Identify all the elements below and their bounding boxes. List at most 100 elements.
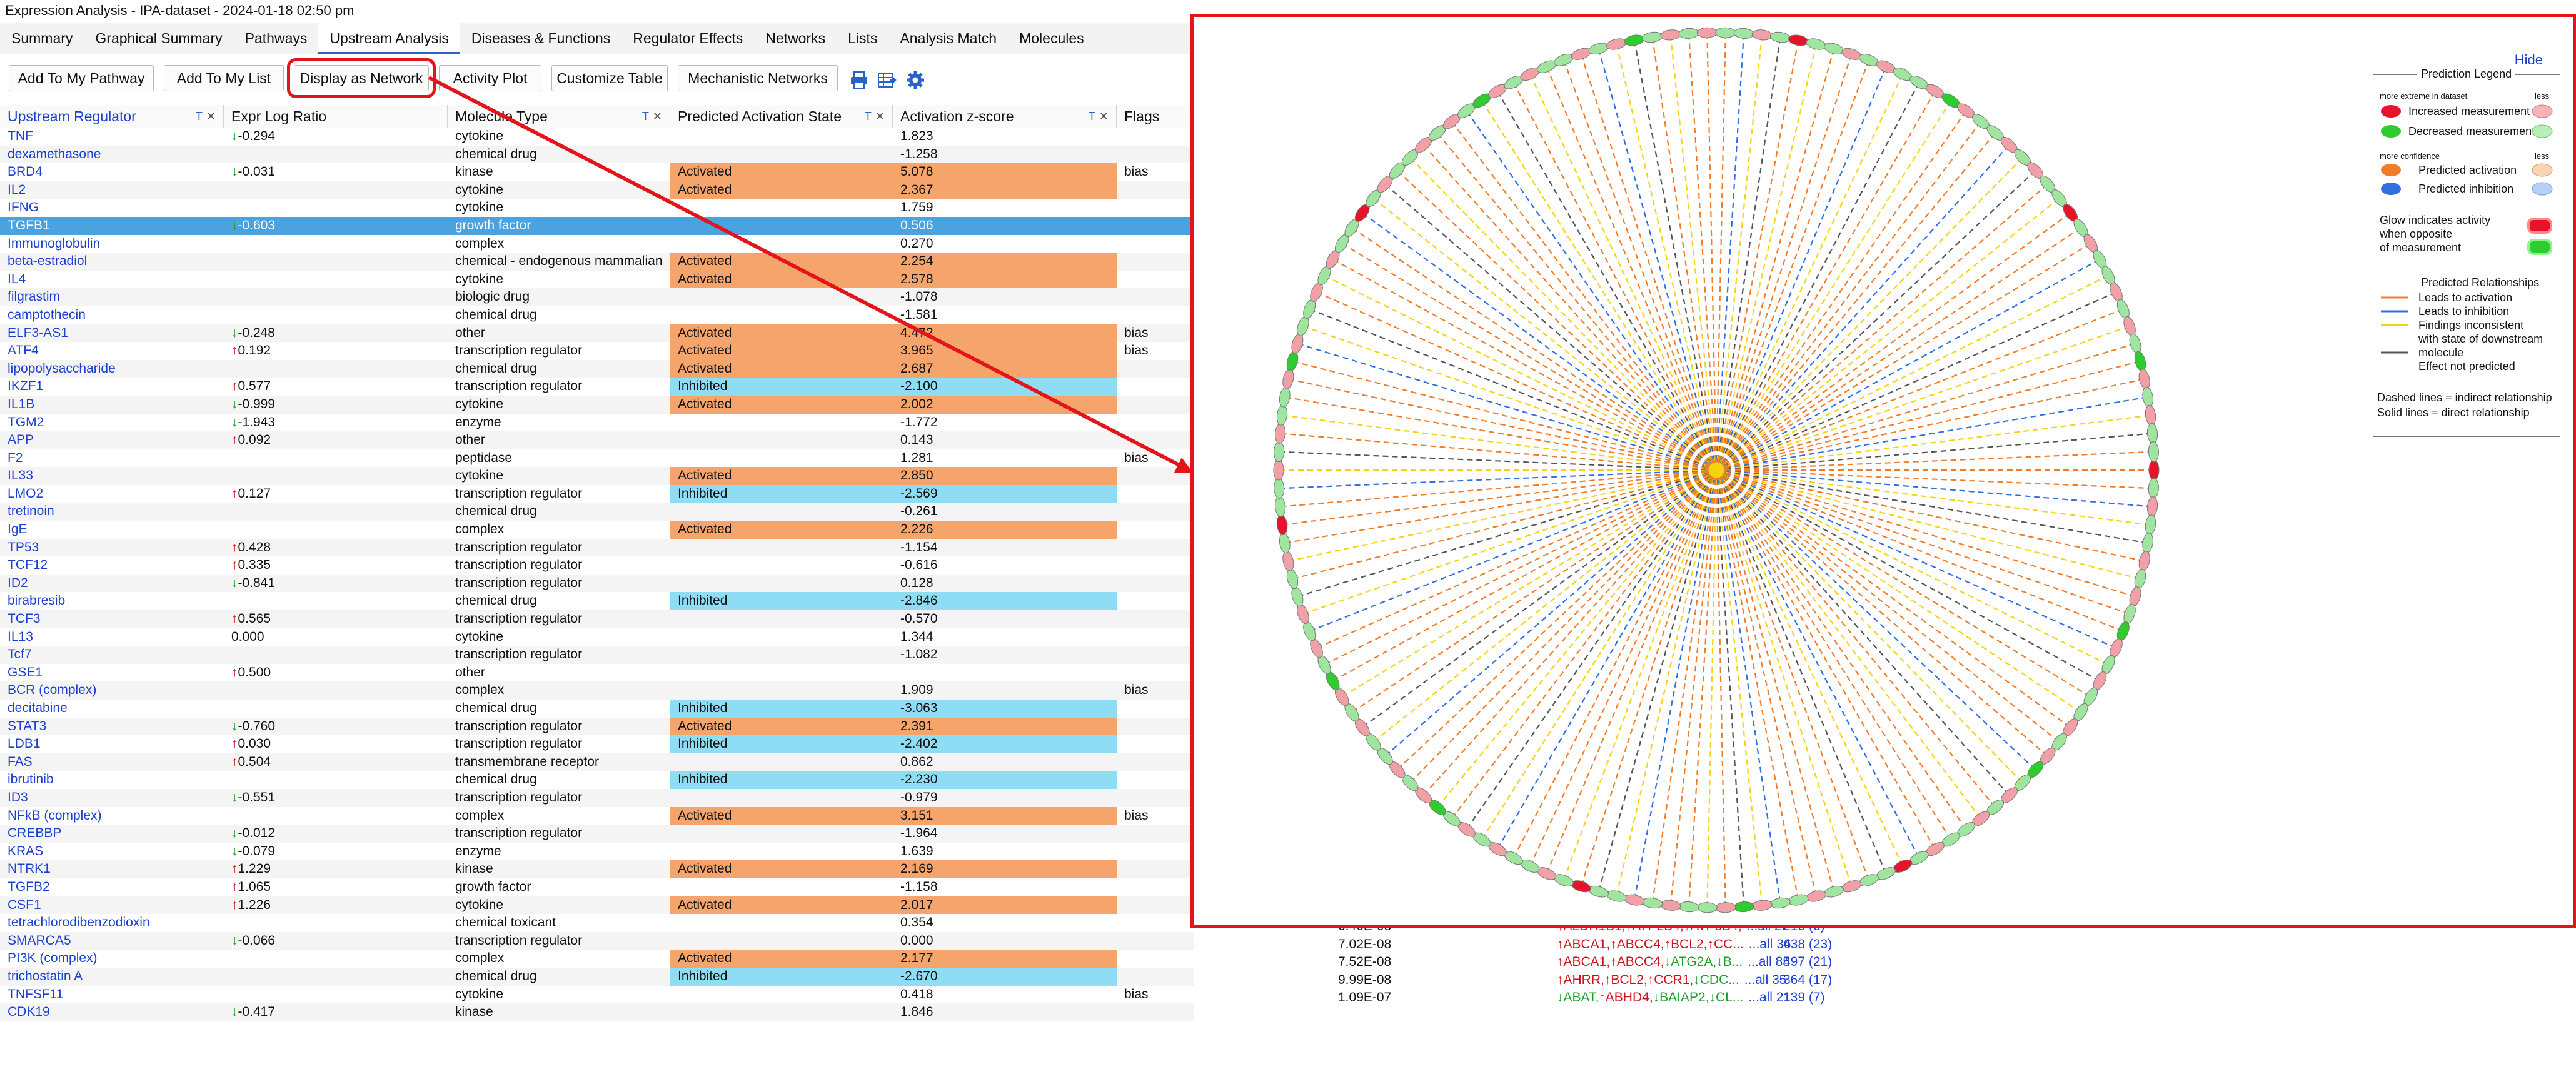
network-target-node[interactable]	[2141, 533, 2155, 554]
network-target-node[interactable]	[1285, 350, 1299, 372]
regulator-name-link[interactable]: decitabine	[8, 701, 68, 715]
activity-plot-button[interactable]: Activity Plot	[439, 65, 541, 91]
target-molecule[interactable]: ABCC4,	[1616, 955, 1664, 970]
regulator-name-link[interactable]: IL13	[8, 629, 33, 644]
table-row[interactable]: TP53 ↑0.428 transcription regulator -1.154	[0, 538, 1194, 557]
regulator-name-link[interactable]: FAS	[8, 754, 33, 769]
network-target-node[interactable]	[2148, 478, 2159, 499]
table-row[interactable]: SMARCA5 ↓-0.066 transcription regulator 0.0…	[0, 931, 1194, 950]
regulator-name-link[interactable]: TNF	[8, 129, 33, 143]
table-row[interactable]: NFkB (complex) complex Activated 3.151 bias	[0, 806, 1194, 825]
network-target-node[interactable]	[1715, 902, 1736, 913]
table-row[interactable]: IL1B ↓-0.999 cytokine Activated 2.002	[0, 395, 1194, 414]
column-filter-icon[interactable]: T✕	[195, 110, 219, 123]
all-molecules-link[interactable]: ...all 35	[1744, 972, 1787, 987]
all-molecules-link[interactable]: ...all 21	[1748, 990, 1791, 1005]
network-target-node[interactable]	[1660, 900, 1681, 911]
col-predicted-activation-state[interactable]: Predicted Activation State T✕	[670, 105, 893, 128]
table-row[interactable]: CDK19 ↓-0.417 kinase 1.846	[0, 1003, 1194, 1021]
regulator-name-link[interactable]: BRD4	[8, 164, 43, 179]
regulator-name-link[interactable]: Immunoglobulin	[8, 236, 101, 251]
network-target-node[interactable]	[2138, 550, 2151, 572]
network-target-node[interactable]	[2148, 441, 2159, 463]
regulator-name-link[interactable]: dexamethasone	[8, 146, 101, 161]
regulator-name-link[interactable]: BCR (complex)	[8, 683, 97, 698]
network-count-link[interactable]: 364 (17)	[1783, 972, 1833, 987]
network-target-node[interactable]	[2145, 514, 2157, 536]
network-target-node[interactable]	[1696, 902, 1718, 913]
network-target-node[interactable]	[1274, 423, 1286, 444]
col-upstream-regulator[interactable]: Upstream Regulator T✕	[0, 105, 224, 128]
network-target-node[interactable]	[1660, 29, 1681, 41]
target-molecule[interactable]: ABCC4,	[1616, 936, 1664, 951]
add-to-my-pathway-button[interactable]: Add To My Pathway	[9, 65, 154, 91]
network-count-link[interactable]: 139 (7)	[1783, 990, 1825, 1005]
network-target-node[interactable]	[2121, 315, 2138, 337]
regulator-name-link[interactable]: IL33	[8, 468, 33, 483]
target-molecule[interactable]: BCL2,	[1671, 936, 1708, 951]
target-molecule[interactable]: ABAT,	[1563, 990, 1599, 1005]
target-molecule[interactable]: AHRR,	[1563, 972, 1604, 987]
regulator-name-link[interactable]: Tcf7	[8, 647, 32, 662]
regulator-name-link[interactable]: CREBBP	[8, 826, 62, 841]
network-target-node[interactable]	[1788, 34, 1809, 48]
regulator-name-link[interactable]: LDB1	[8, 736, 41, 751]
col-flags[interactable]: Flags	[1117, 105, 1194, 128]
table-row[interactable]: TCF12 ↑0.335 transcription regulator -0.616	[0, 556, 1194, 575]
regulator-name-link[interactable]: ibrutinib	[8, 772, 54, 787]
target-molecule[interactable]: CCR1,	[1654, 972, 1694, 987]
table-row[interactable]: STAT3 ↓-0.760 transcription regulator Activ…	[0, 717, 1194, 736]
regulator-name-link[interactable]: tretinoin	[8, 504, 54, 519]
network-target-node[interactable]	[2133, 568, 2147, 590]
regulator-name-link[interactable]: TNFSF11	[8, 986, 64, 1001]
network-target-node[interactable]	[1606, 37, 1628, 51]
regulator-name-link[interactable]: STAT3	[8, 718, 47, 733]
add-to-my-list-button[interactable]: Add To My List	[164, 65, 284, 91]
network-target-node[interactable]	[1642, 31, 1663, 44]
table-row[interactable]: FAS ↑0.504 transmembrane receptor 0.862	[0, 753, 1194, 771]
network-target-node[interactable]	[1606, 889, 1628, 903]
regulator-name-link[interactable]: lipopolysaccharide	[8, 361, 116, 376]
table-row[interactable]: BRD4 ↓-0.031 kinase Activated 5.078 bias	[0, 163, 1194, 181]
table-row[interactable]: CSF1 ↑1.226 cytokine Activated 2.017	[0, 896, 1194, 915]
network-target-node[interactable]	[1788, 893, 1809, 907]
regulator-name-link[interactable]: NTRK1	[8, 861, 51, 876]
network-target-node[interactable]	[1751, 900, 1773, 911]
network-target-node[interactable]	[2148, 459, 2160, 481]
regulator-name-link[interactable]: TCF12	[8, 558, 48, 573]
regulator-name-link[interactable]: GSE1	[8, 665, 43, 680]
regulator-name-link[interactable]: PI3K (complex)	[8, 951, 98, 966]
regulator-name-link[interactable]: CSF1	[8, 897, 41, 912]
network-target-node[interactable]	[2138, 368, 2151, 390]
tab-pathways[interactable]: Pathways	[244, 30, 308, 46]
regulator-name-link[interactable]: IL4	[8, 271, 26, 286]
target-molecule[interactable]: ABCA1,	[1563, 936, 1611, 951]
table-row[interactable]: TNFSF11 cytokine 0.418 bias	[0, 986, 1194, 1004]
regulator-name-link[interactable]: IKZF1	[8, 379, 44, 394]
table-row[interactable]: tetrachlorodibenzodioxin chemical toxican…	[0, 914, 1194, 932]
tab-analysis-match[interactable]: Analysis Match	[900, 30, 997, 46]
regulator-name-link[interactable]: TP53	[8, 540, 39, 555]
network-target-node[interactable]	[1295, 603, 1311, 625]
network-target-node[interactable]	[1823, 884, 1845, 899]
table-row[interactable]: TGFB1 ↓-0.603 growth factor 0.506	[0, 216, 1194, 235]
regulator-name-link[interactable]: filgrastim	[8, 289, 61, 304]
network-target-node[interactable]	[1733, 901, 1754, 913]
network-target-node[interactable]	[1624, 34, 1645, 48]
regulator-name-link[interactable]: ELF3-AS1	[8, 325, 68, 340]
col-expr-log-ratio[interactable]: Expr Log Ratio	[224, 105, 448, 128]
table-row[interactable]: tretinoin chemical drug -0.261	[0, 503, 1194, 521]
regulator-name-link[interactable]: beta-estradiol	[8, 254, 88, 269]
target-molecule[interactable]: CL...	[1716, 990, 1744, 1005]
target-molecule[interactable]: ABHD4,	[1605, 990, 1653, 1005]
network-target-node[interactable]	[1276, 404, 1289, 426]
regulator-name-link[interactable]: camptothecin	[8, 307, 86, 322]
regulator-name-link[interactable]: IFNG	[8, 200, 39, 215]
table-row[interactable]: TGM2 ↓-1.943 enzyme -1.772	[0, 414, 1194, 432]
network-target-node[interactable]	[2141, 386, 2155, 408]
network-target-node[interactable]	[1276, 514, 1289, 536]
regulator-name-link[interactable]: ID3	[8, 790, 28, 805]
network-target-node[interactable]	[1281, 368, 1295, 390]
table-row[interactable]: F2 peptidase 1.281 bias	[0, 449, 1194, 468]
regulator-network-graph[interactable]	[1194, 17, 2573, 925]
